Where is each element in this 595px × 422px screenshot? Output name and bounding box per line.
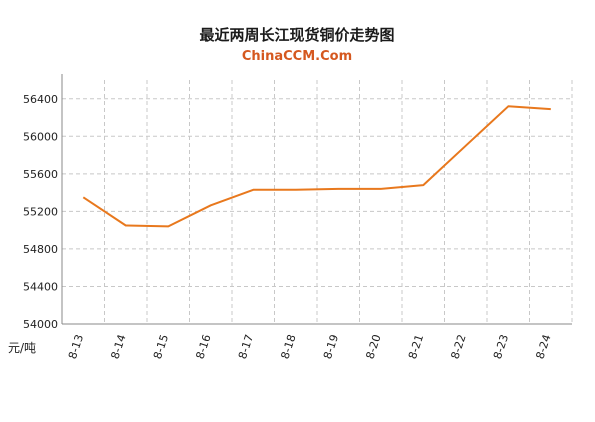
y-tick-label-6: 56400 xyxy=(23,93,58,106)
x-tick-label-0: 8-13 xyxy=(66,333,86,361)
y-tick-label-2: 54800 xyxy=(23,243,58,256)
y-tick-label-3: 55200 xyxy=(23,205,58,218)
x-tick-label-7: 8-20 xyxy=(364,333,384,361)
x-tick-label-1: 8-14 xyxy=(109,333,129,361)
x-tick-label-6: 8-19 xyxy=(321,333,341,361)
chart-title: 最近两周长江现货铜价走势图 xyxy=(199,26,394,44)
x-tick-label-2: 8-15 xyxy=(151,333,171,361)
x-tick-labels: 8-13 8-14 8-15 8-16 8-17 8-18 8-19 8-20 8-21 8-22… xyxy=(66,333,554,361)
y-tick-label-5: 56000 xyxy=(23,130,58,143)
y-axis-unit-label: 元/吨 xyxy=(8,341,36,355)
axes xyxy=(61,74,572,325)
y-tick-label-4: 55600 xyxy=(23,168,58,181)
x-tick-label-9: 8-22 xyxy=(449,333,469,361)
y-tick-label-0: 54000 xyxy=(23,318,58,331)
x-tick-label-5: 8-18 xyxy=(279,333,299,361)
chart-subtitle: ChinaCCM.Com xyxy=(242,49,352,64)
y-tick-label-1: 54400 xyxy=(23,280,58,293)
x-tick-label-11: 8-24 xyxy=(534,333,554,361)
series xyxy=(82,105,551,228)
series-line-0 xyxy=(82,105,551,228)
x-tick-label-3: 8-16 xyxy=(194,333,214,361)
grid-lines xyxy=(62,80,573,324)
x-tick-label-10: 8-23 xyxy=(491,333,511,361)
y-tick-labels: 54000 54400 54800 55200 55600 56000 56400 xyxy=(23,93,58,331)
x-tick-label-8: 8-21 xyxy=(406,333,426,361)
x-tick-label-4: 8-17 xyxy=(236,333,256,361)
